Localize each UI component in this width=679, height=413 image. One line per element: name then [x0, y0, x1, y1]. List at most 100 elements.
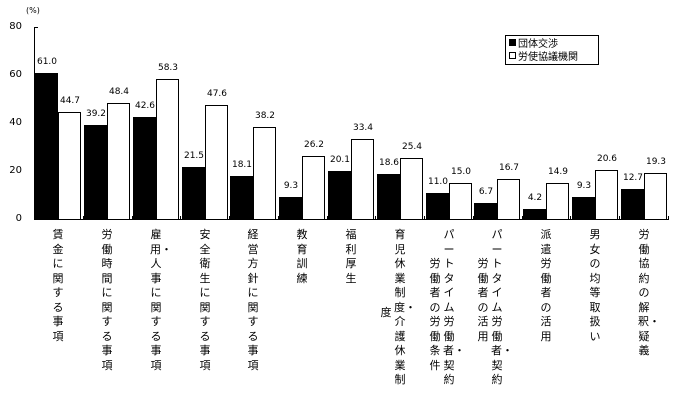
category-label: 男女の均等取扱い — [589, 228, 601, 344]
category-label: 雇用・人事に関する事項 — [150, 228, 172, 373]
y-tick-label: 0 — [15, 213, 22, 224]
data-label: 4.2 — [527, 193, 543, 203]
data-label: 20.6 — [596, 154, 618, 164]
category-label: 福利厚生 — [345, 228, 357, 286]
data-label: 25.4 — [401, 142, 423, 152]
bar-labor-management-council — [644, 173, 667, 220]
bar-collective-bargaining — [474, 203, 497, 220]
category-label: パートタイム労働者・契約 労働者の労働条件 — [429, 228, 466, 388]
bar-labor-management-council — [205, 105, 228, 220]
category-label-column: 賃金に関する事項 — [52, 228, 64, 343]
x-tick — [278, 216, 279, 220]
data-label: 19.3 — [645, 157, 667, 167]
category-label: 安全衛生に関する事項 — [199, 228, 211, 373]
bar-collective-bargaining — [35, 73, 58, 220]
category-label-column: 男女の均等取扱い — [589, 228, 601, 343]
x-tick — [424, 216, 425, 220]
bar-collective-bargaining — [328, 171, 351, 220]
category-label: 労働協約の解釈・疑義 — [638, 228, 660, 359]
legend-label: 団体交渉 — [518, 39, 558, 50]
x-tick — [327, 216, 328, 220]
bar-labor-management-council — [351, 139, 374, 220]
bar-labor-management-council — [156, 79, 179, 220]
x-tick — [132, 216, 133, 220]
data-label: 9.3 — [576, 181, 592, 191]
y-axis-unit-label: (%) — [26, 6, 40, 15]
category-label-column: 経営方針に関する事項 — [247, 228, 259, 372]
category-label: 育児休業制度・介護休業制度 — [380, 228, 417, 388]
bar-labor-management-council — [449, 183, 472, 220]
bar-collective-bargaining — [84, 125, 107, 220]
data-label: 38.2 — [254, 111, 276, 121]
x-tick — [229, 216, 230, 220]
bar-collective-bargaining — [523, 209, 546, 220]
bar-labor-management-council — [302, 156, 325, 220]
bar-collective-bargaining — [230, 176, 253, 220]
data-label: 14.9 — [547, 167, 569, 177]
category-label: パートタイム労働者・契約 労働者の活用 — [477, 228, 514, 388]
data-label: 12.7 — [622, 173, 644, 183]
data-label: 33.4 — [352, 123, 374, 133]
x-tick — [375, 216, 376, 220]
bar-labor-management-council — [546, 183, 569, 220]
y-tick-label: 20 — [9, 165, 22, 176]
bar-collective-bargaining — [133, 117, 156, 220]
category-label-column: 福利厚生 — [345, 228, 357, 285]
x-tick — [668, 216, 669, 220]
legend-label: 労使協議機関 — [518, 52, 578, 63]
data-label: 39.2 — [85, 109, 107, 119]
bar-labor-management-council — [595, 170, 618, 220]
bar-collective-bargaining — [279, 197, 302, 220]
category-label: 派遣労働者の活用 — [540, 228, 552, 344]
data-label: 6.7 — [478, 187, 494, 197]
x-tick — [473, 216, 474, 220]
y-tick — [34, 27, 38, 28]
legend-item-labor-management-council: 労使協議機関 — [506, 49, 598, 63]
bar-labor-management-council — [107, 103, 130, 220]
bar-collective-bargaining — [426, 193, 449, 220]
category-label-column: 育児休業制度・介護休業制 — [394, 228, 416, 386]
filled-square-icon — [509, 39, 516, 46]
x-tick — [180, 216, 181, 220]
category-label-column: 度 — [380, 306, 392, 320]
category-label: 賃金に関する事項 — [52, 228, 64, 344]
category-label-column: パートタイム労働者・契約 — [443, 228, 465, 386]
data-label: 9.3 — [283, 181, 299, 191]
bar-collective-bargaining — [182, 167, 205, 220]
bar-collective-bargaining — [572, 197, 595, 220]
data-label: 61.0 — [36, 57, 58, 67]
category-label: 教育訓練 — [296, 228, 308, 286]
data-label: 47.6 — [206, 89, 228, 99]
y-tick-label: 80 — [9, 21, 22, 32]
x-tick — [570, 216, 571, 220]
bar-labor-management-council — [400, 158, 423, 220]
category-label-column: 雇用・人事に関する事項 — [150, 228, 172, 372]
legend-item-collective-bargaining: 団体交渉 — [506, 36, 598, 50]
y-tick-label: 40 — [9, 117, 22, 128]
data-label: 44.7 — [59, 96, 81, 106]
data-label: 18.6 — [378, 158, 400, 168]
bar-labor-management-council — [497, 179, 520, 220]
empty-square-icon — [509, 52, 516, 59]
y-tick-label: 60 — [9, 69, 22, 80]
data-label: 26.2 — [303, 140, 325, 150]
data-label: 16.7 — [498, 163, 520, 173]
bar-collective-bargaining — [621, 189, 644, 220]
data-label: 15.0 — [450, 167, 472, 177]
x-tick — [83, 216, 84, 220]
data-label: 20.1 — [329, 155, 351, 165]
bar-labor-management-council — [58, 112, 81, 220]
x-tick — [522, 216, 523, 220]
data-label: 18.1 — [231, 160, 253, 170]
bar-collective-bargaining — [377, 174, 400, 220]
category-label-column: 教育訓練 — [296, 228, 308, 285]
category-label-column: パートタイム労働者・契約 — [491, 228, 513, 386]
category-label-column: 派遣労働者の活用 — [540, 228, 552, 343]
category-label: 労働時間に関する事項 — [101, 228, 113, 373]
category-label: 経営方針に関する事項 — [247, 228, 259, 373]
category-label-column: 労働協約の解釈・疑義 — [638, 228, 660, 357]
data-label: 11.0 — [427, 177, 449, 187]
x-tick — [619, 216, 620, 220]
legend: 団体交渉 労使協議機関 — [505, 35, 599, 65]
